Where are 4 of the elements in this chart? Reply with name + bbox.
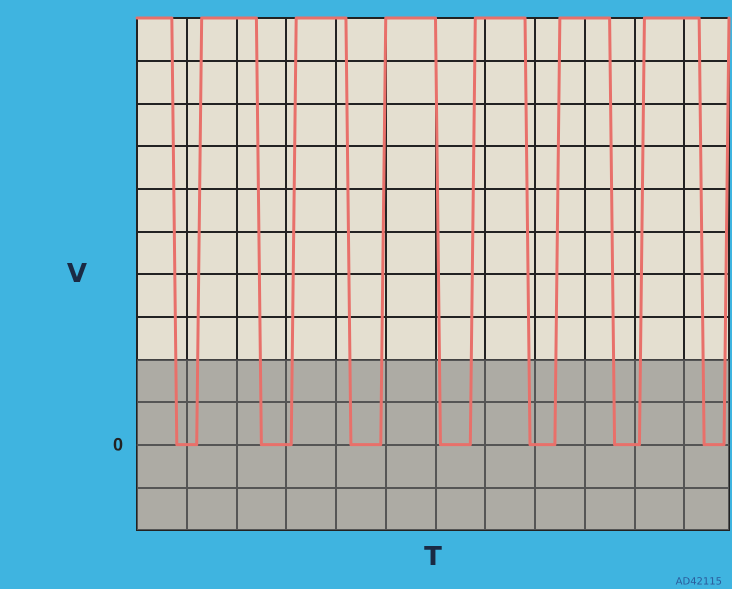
- text: AD42115: [676, 576, 722, 588]
- x-axis-title: T: [424, 542, 442, 572]
- y-axis-title: V: [66, 259, 87, 289]
- ref-line-label: 0: [112, 434, 123, 455]
